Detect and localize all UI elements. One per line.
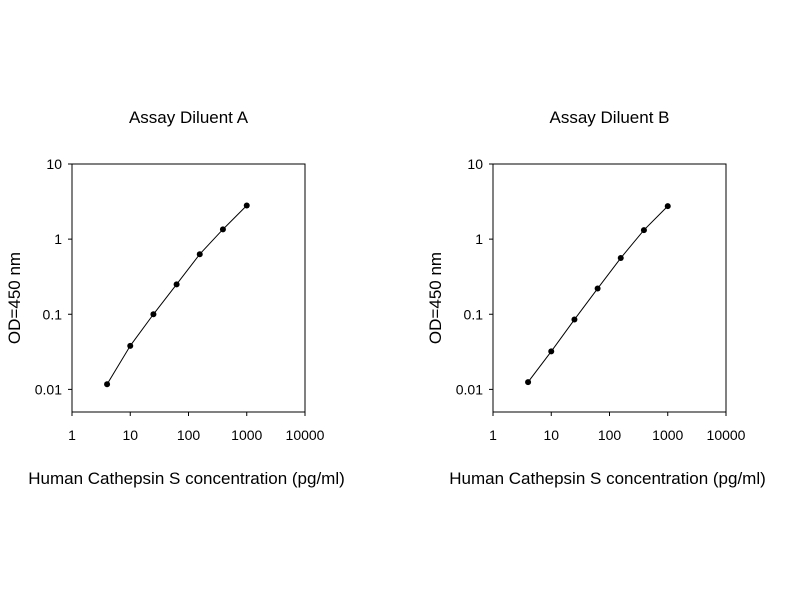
y-tick-label: 0.01 — [456, 381, 483, 397]
y-tick-label: 10 — [467, 156, 483, 172]
y-tick-label: 0.01 — [35, 381, 62, 397]
x-axis-label: Human Cathepsin S concentration (pg/ml) — [449, 469, 766, 488]
y-tick-label: 1 — [54, 231, 62, 247]
x-tick-label: 10000 — [707, 427, 746, 443]
y-tick-label: 1 — [475, 231, 483, 247]
data-point — [150, 311, 157, 318]
y-tick-label: 10 — [46, 156, 62, 172]
y-axis-label: OD=450 nm — [426, 252, 445, 344]
x-tick-label: 100 — [598, 427, 622, 443]
y-tick-label: 0.1 — [43, 306, 63, 322]
data-point — [664, 203, 671, 210]
data-point — [594, 285, 601, 292]
x-tick-label: 100 — [177, 427, 201, 443]
x-tick-label: 10000 — [286, 427, 325, 443]
data-point — [571, 316, 578, 323]
plot-frame — [71, 163, 306, 413]
x-tick-label: 1 — [68, 427, 76, 443]
y-tick-label: 0.1 — [464, 306, 484, 322]
data-point — [548, 348, 555, 355]
data-point — [617, 255, 624, 262]
x-tick-label: 1000 — [652, 427, 683, 443]
data-point — [173, 281, 180, 288]
data-point — [243, 202, 250, 209]
x-tick-label: 10 — [543, 427, 559, 443]
series-line — [106, 205, 248, 385]
data-point — [640, 227, 647, 234]
chart-title: Assay Diluent B — [550, 108, 670, 127]
data-point — [525, 379, 532, 386]
plot-frame — [492, 163, 727, 413]
y-axis-label: OD=450 nm — [5, 252, 24, 344]
x-tick-label: 10 — [122, 427, 138, 443]
data-point — [104, 381, 111, 388]
data-point — [127, 342, 134, 349]
chart-title: Assay Diluent A — [129, 108, 249, 127]
x-axis-label: Human Cathepsin S concentration (pg/ml) — [28, 469, 345, 488]
series-line — [527, 205, 669, 383]
x-tick-label: 1 — [489, 427, 497, 443]
data-point — [196, 251, 203, 258]
data-point — [219, 226, 226, 233]
x-tick-label: 1000 — [231, 427, 262, 443]
